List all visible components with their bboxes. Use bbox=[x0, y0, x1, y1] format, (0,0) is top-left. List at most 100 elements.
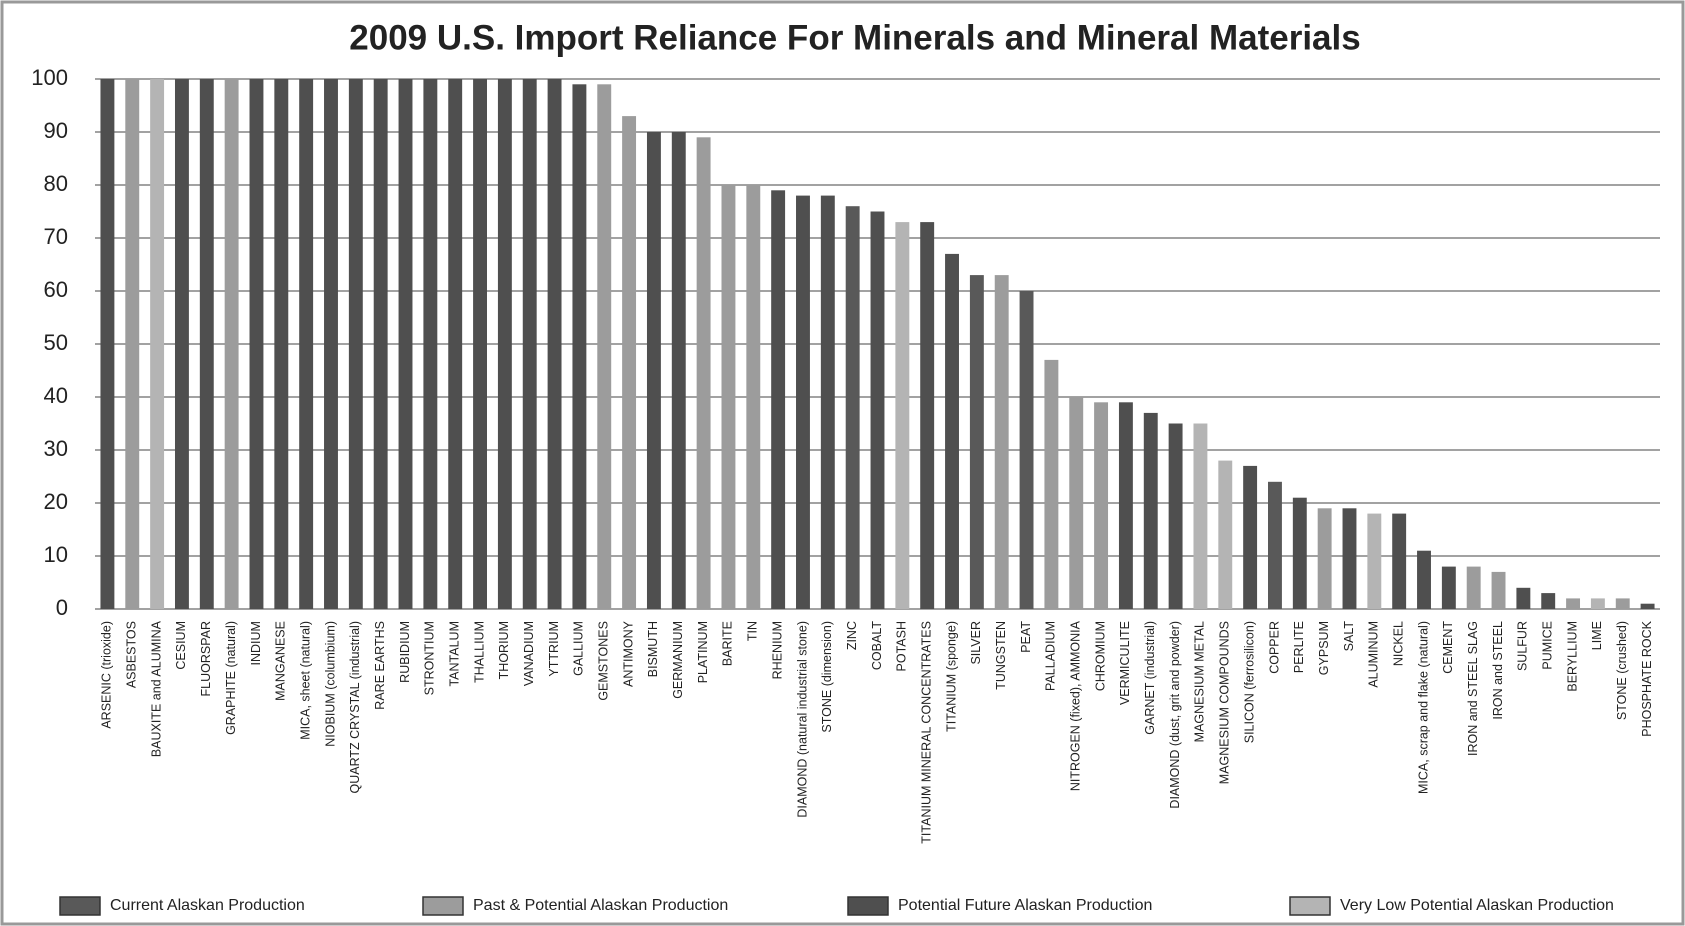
x-tick-label: VANADIUM bbox=[522, 621, 536, 686]
bar bbox=[696, 137, 711, 610]
y-tick-label: 10 bbox=[44, 542, 68, 567]
x-tick-label: GALLIUM bbox=[572, 621, 586, 676]
x-tick-label: BARITE bbox=[721, 621, 735, 666]
bar bbox=[1392, 513, 1407, 609]
bar bbox=[199, 79, 214, 609]
bar bbox=[1640, 603, 1655, 609]
bar bbox=[1168, 423, 1183, 609]
x-tick-label: THALLIUM bbox=[472, 621, 486, 683]
x-tick-label: VERMICULITE bbox=[1118, 621, 1132, 705]
legend-label: Potential Future Alaskan Production bbox=[898, 897, 1152, 914]
x-tick-label: QUARTZ CRYSTAL (industrial) bbox=[348, 621, 362, 794]
legend-label: Current Alaskan Production bbox=[110, 897, 305, 914]
x-tick-label: IRON and STEEL bbox=[1491, 621, 1505, 720]
legend-swatch bbox=[1289, 896, 1331, 916]
y-tick-label: 30 bbox=[44, 436, 68, 461]
x-tick-label: PEAT bbox=[1019, 621, 1033, 653]
bar bbox=[224, 79, 239, 609]
x-tick-label: NITROGEN (fixed), AMMONIA bbox=[1069, 620, 1083, 791]
x-tick-label: CESIUM bbox=[174, 621, 188, 670]
x-tick-label: GRAPHITE (natural) bbox=[224, 621, 238, 735]
bar bbox=[820, 195, 835, 609]
x-tick-label: NICKEL bbox=[1391, 621, 1405, 666]
x-tick-label: MANGANESE bbox=[274, 621, 288, 701]
legend-swatch bbox=[847, 896, 889, 916]
bar bbox=[1466, 566, 1481, 609]
bar bbox=[547, 79, 562, 609]
x-tick-label: FLUORSPAR bbox=[199, 621, 213, 696]
bar bbox=[1193, 423, 1208, 609]
legend-swatch bbox=[59, 896, 101, 916]
bar bbox=[150, 79, 165, 609]
x-tick-label: SILVER bbox=[969, 621, 983, 665]
bar bbox=[920, 222, 935, 609]
bar bbox=[994, 275, 1009, 609]
bar bbox=[373, 79, 388, 609]
bar bbox=[1491, 571, 1506, 609]
x-tick-label: PLATINUM bbox=[696, 621, 710, 683]
bar bbox=[1317, 508, 1332, 609]
bar bbox=[348, 79, 363, 609]
x-tick-label: PALLADIUM bbox=[1044, 621, 1058, 691]
x-tick-label: CEMENT bbox=[1441, 621, 1455, 674]
x-tick-label: THORIUM bbox=[497, 621, 511, 679]
bar bbox=[721, 185, 736, 609]
x-tick-label: RARE EARTHS bbox=[373, 621, 387, 710]
bar bbox=[1417, 550, 1431, 609]
x-tick-label: GERMANIUM bbox=[671, 621, 685, 699]
bar bbox=[1367, 513, 1382, 609]
x-tick-label: COBALT bbox=[870, 621, 884, 670]
x-tick-label: POTASH bbox=[895, 621, 909, 671]
bar bbox=[1566, 598, 1581, 609]
bar bbox=[448, 79, 463, 609]
x-tick-label: INDIUM bbox=[249, 621, 263, 665]
x-tick-label: SULFUR bbox=[1516, 621, 1530, 671]
x-tick-label: SALT bbox=[1342, 621, 1356, 652]
x-tick-label: BAUXITE and ALUMINA bbox=[149, 620, 163, 757]
y-tick-label: 0 bbox=[56, 595, 68, 620]
x-tick-label: RUBIDIUM bbox=[398, 621, 412, 683]
x-tick-label: SILICON (ferrosilicon) bbox=[1242, 621, 1256, 743]
bar bbox=[398, 79, 413, 609]
x-tick-label: TITANIUM (sponge) bbox=[944, 621, 958, 732]
bar bbox=[522, 79, 537, 609]
bar bbox=[1143, 412, 1158, 609]
x-tick-label: GYPSUM bbox=[1317, 621, 1331, 675]
bar bbox=[746, 185, 761, 609]
bar bbox=[771, 190, 786, 610]
x-tick-label: STONE (dimension) bbox=[820, 621, 834, 733]
x-tick-label: LIME bbox=[1590, 621, 1604, 650]
x-tick-label: TUNGSTEN bbox=[994, 621, 1008, 690]
bar bbox=[1441, 566, 1456, 609]
x-tick-label: DIAMOND (dust, grit and powder) bbox=[1168, 621, 1182, 809]
bar bbox=[1094, 402, 1109, 609]
bar bbox=[870, 211, 885, 609]
x-tick-label: CHROMIUM bbox=[1093, 621, 1107, 691]
x-tick-label: ANTIMONY bbox=[621, 620, 635, 687]
bar bbox=[1243, 465, 1258, 609]
x-tick-label: MAGNESIUM METAL bbox=[1193, 621, 1207, 742]
x-tick-label: STONE (crushed) bbox=[1615, 621, 1629, 720]
y-tick-label: 100 bbox=[31, 65, 68, 90]
x-tick-label: TANTALUM bbox=[447, 621, 461, 687]
x-tick-label: GARNET (industrial) bbox=[1143, 621, 1157, 735]
bar bbox=[1069, 397, 1084, 609]
x-tick-label: ALUMINUM bbox=[1367, 621, 1381, 688]
x-tick-label: MICA, sheet (natural) bbox=[298, 621, 312, 740]
bar bbox=[423, 79, 438, 609]
x-tick-label: NIOBIUM (columbium) bbox=[323, 621, 337, 747]
bar bbox=[622, 116, 637, 609]
bar bbox=[1268, 481, 1282, 609]
x-tick-label: BERYLLIUM bbox=[1565, 621, 1579, 692]
x-tick-label: TITANIUM MINERAL CONCENTRATES bbox=[919, 621, 933, 844]
bar bbox=[646, 132, 661, 609]
x-tick-label: PERLITE bbox=[1292, 621, 1306, 673]
x-tick-label: DIAMOND (natural industrial stone) bbox=[795, 621, 809, 818]
chart-title: 2009 U.S. Import Reliance For Minerals a… bbox=[349, 18, 1360, 57]
bar bbox=[1292, 497, 1307, 609]
bar bbox=[1541, 593, 1556, 609]
bar bbox=[125, 79, 140, 609]
y-tick-label: 80 bbox=[44, 171, 68, 196]
legend-swatch bbox=[422, 896, 464, 916]
